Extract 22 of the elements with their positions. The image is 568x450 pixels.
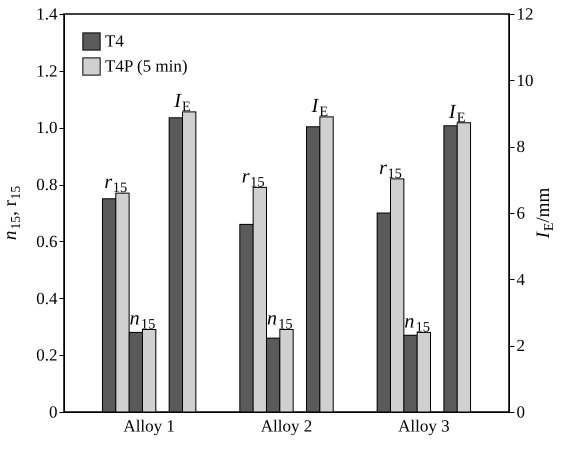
y-tick-label: 0.6 <box>36 232 58 251</box>
x-tick-label: Alloy 1 <box>123 416 175 436</box>
y-tick-label: 1.0 <box>36 118 58 138</box>
y2-tick-label: 12 <box>516 4 534 24</box>
y2-tick-label: 6 <box>516 204 525 222</box>
legend-label: T4P (5 min) <box>105 56 188 76</box>
y2-axis-title: IE/mm <box>533 188 556 240</box>
legend-label: T4 <box>105 32 124 50</box>
y-tick-label: 1.4 <box>36 4 58 24</box>
y-tick-label: 0.4 <box>36 288 58 308</box>
x-tick-label: Alloy 2 <box>260 416 312 436</box>
y2-tick-label: 4 <box>516 270 526 289</box>
y-tick-label: 0.8 <box>36 175 58 194</box>
x-tick-label: Alloy 3 <box>398 416 450 436</box>
y2-tick-label: 10 <box>516 70 534 90</box>
y2-tick-label: 8 <box>516 137 525 156</box>
y2-tick-label: 2 <box>516 336 525 356</box>
y-tick-label: 0.2 <box>36 346 58 365</box>
y-axis-title: n15, r15 <box>0 186 23 240</box>
y2-tick-label: 0 <box>516 402 525 422</box>
y-tick-label: 1.2 <box>36 61 58 80</box>
y-tick-label: 0 <box>49 402 58 422</box>
